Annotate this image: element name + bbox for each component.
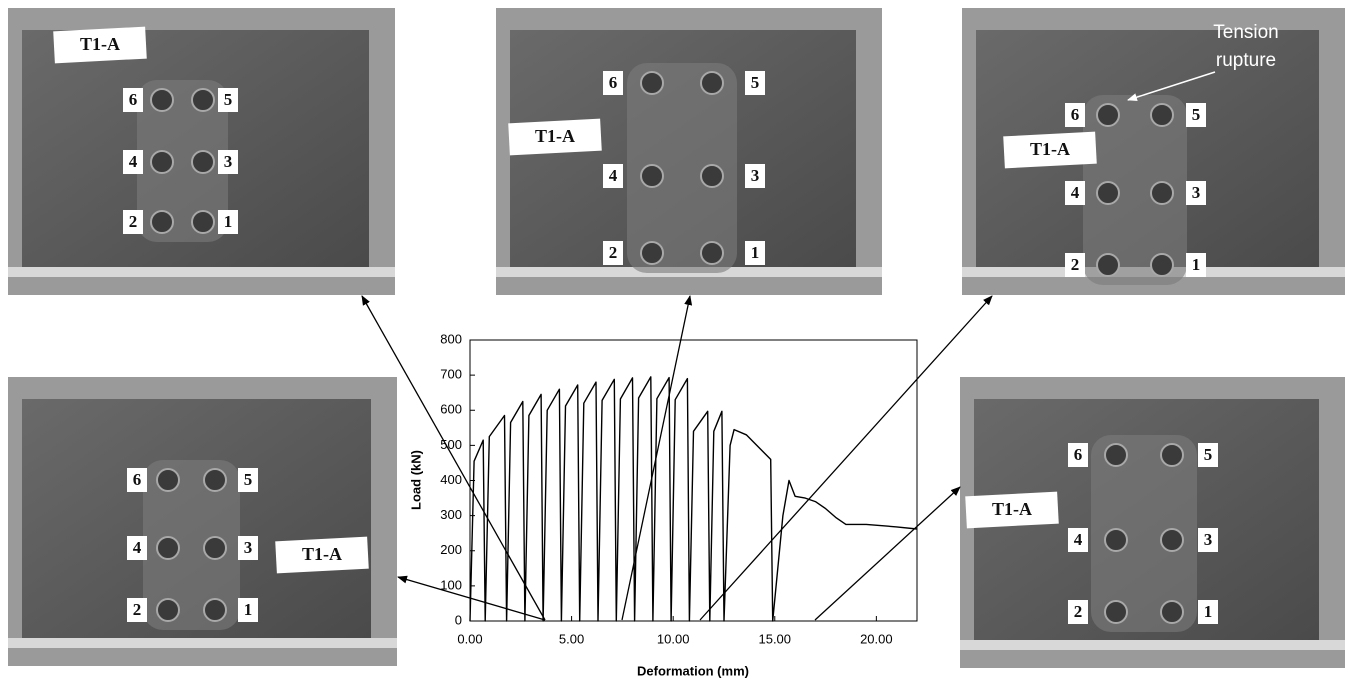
bolt-label: 4 [129, 152, 138, 171]
plot-frame [470, 340, 917, 621]
bolt [1151, 182, 1173, 204]
bolt-label: 2 [1071, 255, 1080, 274]
y-tick-label: 500 [440, 437, 462, 452]
y-tick-label: 600 [440, 402, 462, 417]
bolt-label: 3 [224, 152, 233, 171]
bolt-label: 1 [1192, 255, 1201, 274]
bolt-label: 5 [224, 90, 233, 109]
annotation: Tension [1213, 22, 1279, 43]
bolt [204, 537, 226, 559]
bolt [641, 242, 663, 264]
specimen-label: T1-A [80, 34, 120, 54]
y-tick-label: 200 [440, 542, 462, 557]
bolt [1105, 444, 1127, 466]
bolt-label: 4 [609, 166, 618, 185]
photo: 6 5 4 3 2 1 T1-A [8, 8, 395, 295]
bolt [1105, 529, 1127, 551]
bolt [641, 72, 663, 94]
bolt [701, 165, 723, 187]
x-tick-label: 10.00 [657, 631, 690, 646]
bolt-label: 3 [244, 538, 253, 557]
y-tick-label: 800 [440, 331, 462, 346]
bolt-label: 5 [751, 73, 760, 92]
bolt [1161, 444, 1183, 466]
bolt-label: 6 [129, 90, 138, 109]
specimen-label: T1-A [535, 126, 575, 146]
specimen-label: T1-A [992, 499, 1032, 519]
annotation: rupture [1216, 50, 1276, 71]
bolt-label: 6 [133, 470, 142, 489]
bolt-label: 2 [129, 212, 138, 231]
bolt [192, 151, 214, 173]
x-axis-title: Deformation (mm) [637, 663, 749, 678]
photo: 6 5 4 3 2 1 T1-A [496, 8, 882, 295]
bolt [204, 469, 226, 491]
bolt-label: 6 [609, 73, 618, 92]
bolt [151, 151, 173, 173]
bolt-label: 1 [224, 212, 233, 231]
y-tick-label: 0 [455, 612, 462, 627]
bolt-label: 2 [133, 600, 142, 619]
bolt [157, 537, 179, 559]
bolt [192, 89, 214, 111]
y-tick-label: 700 [440, 367, 462, 382]
bolt [157, 599, 179, 621]
bolt-label: 3 [1204, 530, 1213, 549]
y-tick-label: 300 [440, 507, 462, 522]
bolt-label: 4 [1074, 530, 1083, 549]
figure: 654321T1-A654321T1-A654321T1-ATensionrup… [0, 0, 1349, 683]
base-beam [8, 267, 395, 277]
bolt [1097, 104, 1119, 126]
bolt [204, 599, 226, 621]
bolt-label: 2 [1074, 602, 1083, 621]
bolt [151, 89, 173, 111]
y-axis-title: Load (kN) [408, 450, 423, 510]
photo: 6 5 4 3 2 1 T1-A [960, 377, 1345, 668]
chart: Deformation (mm) Load (kN) 0100200300400… [408, 331, 917, 678]
bolt-label: 6 [1074, 445, 1083, 464]
bolt [1097, 182, 1119, 204]
bolt-label: 3 [751, 166, 760, 185]
bolt [1161, 529, 1183, 551]
bolt [1151, 254, 1173, 276]
bolt [701, 242, 723, 264]
x-tick-label: 5.00 [559, 631, 584, 646]
specimen-label: T1-A [302, 544, 342, 564]
base-beam [8, 638, 397, 648]
specimen-label: T1-A [1030, 139, 1070, 159]
bolt-label: 5 [1192, 105, 1201, 124]
bolt-label: 1 [751, 243, 760, 262]
bolt-label: 2 [609, 243, 618, 262]
x-tick-label: 0.00 [457, 631, 482, 646]
bolt [1151, 104, 1173, 126]
bolt-label: 1 [244, 600, 253, 619]
bolt-label: 4 [133, 538, 142, 557]
bolt-label: 3 [1192, 183, 1201, 202]
photo: 6 5 4 3 2 1 T1-A [8, 377, 397, 666]
bolt [701, 72, 723, 94]
bolt [1161, 601, 1183, 623]
bolt [157, 469, 179, 491]
bolt-label: 4 [1071, 183, 1080, 202]
y-tick-label: 400 [440, 472, 462, 487]
bolt-label: 1 [1204, 602, 1213, 621]
bolt-label: 5 [1204, 445, 1213, 464]
x-tick-label: 20.00 [860, 631, 893, 646]
bolt [192, 211, 214, 233]
bolt [1097, 254, 1119, 276]
bolt-label: 5 [244, 470, 253, 489]
bolt-label: 6 [1071, 105, 1080, 124]
bolt [1105, 601, 1127, 623]
base-beam [960, 640, 1345, 650]
photo: 6 5 4 3 2 1 T1-A Tension rupture [962, 8, 1345, 295]
bolt [151, 211, 173, 233]
x-tick-label: 15.00 [758, 631, 791, 646]
bolt [641, 165, 663, 187]
